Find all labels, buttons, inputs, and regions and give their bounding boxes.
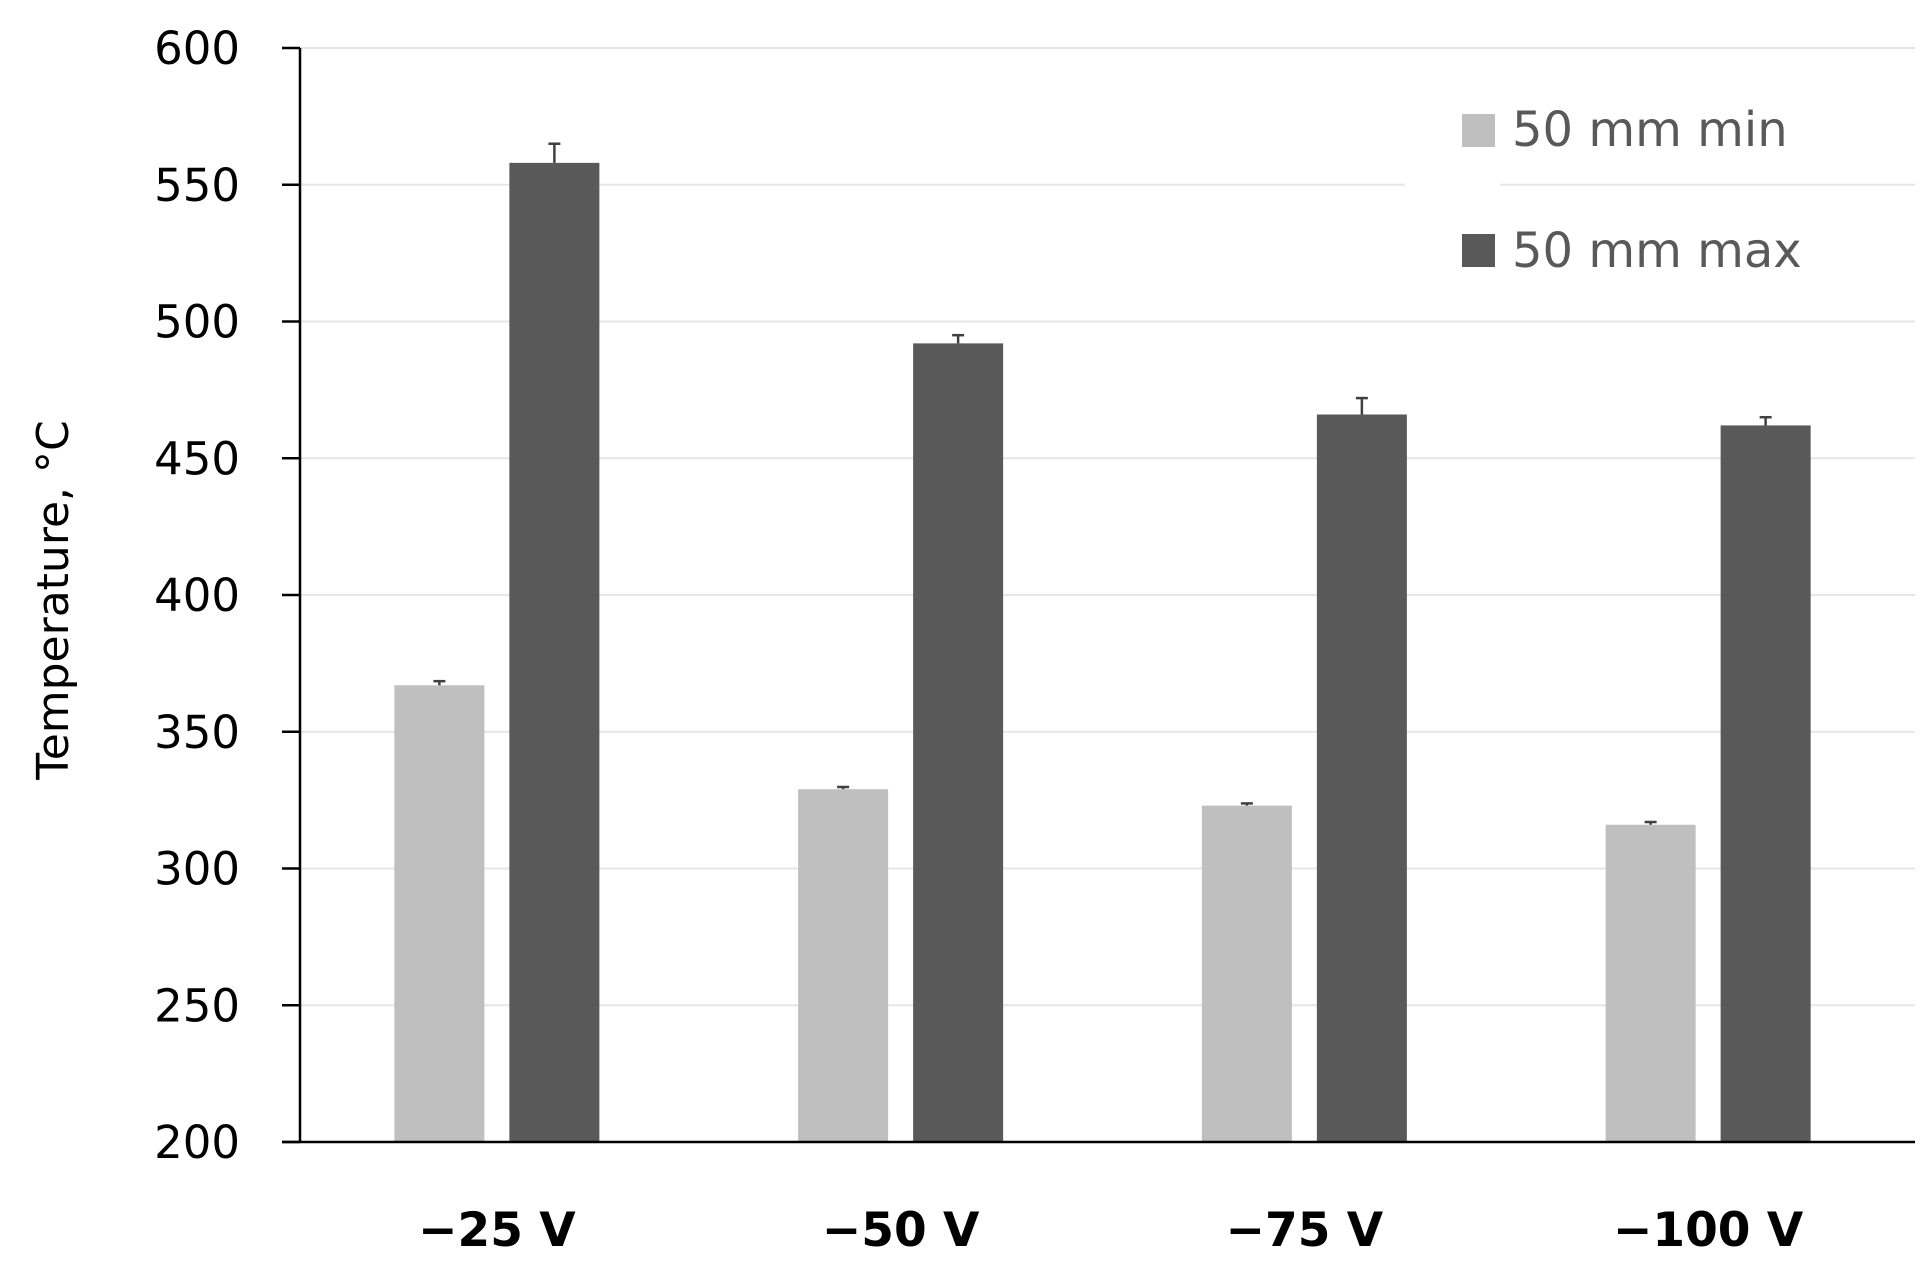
y-tick-label: 550 [154, 159, 240, 212]
x-axis-labels: −25 V −50 V −75 V −100 V [418, 1203, 1804, 1258]
legend-label-max: 50 mm max [1512, 223, 1802, 279]
error-bars [433, 142, 1772, 825]
bar-min-2 [1201, 805, 1292, 1142]
y-tick-label: 350 [154, 706, 240, 759]
y-tick-label: 300 [154, 843, 240, 896]
legend: 50 mm min 50 mm max [1405, 102, 1802, 279]
bar-min-1 [798, 789, 889, 1142]
bar-max-1 [913, 343, 1004, 1142]
y-tick-label: 250 [154, 979, 240, 1032]
x-category-label: −25 V [418, 1203, 576, 1258]
y-axis-ticks: 200 250 300 350 400 450 500 550 600 [154, 22, 300, 1169]
legend-swatch-min [1462, 114, 1495, 147]
axes [282, 48, 1915, 1144]
legend-swatch-max [1462, 234, 1495, 267]
bar-min-0 [394, 685, 485, 1142]
bars [394, 162, 1811, 1142]
bar-min-3 [1605, 824, 1696, 1142]
y-tick-label: 600 [154, 22, 240, 75]
bar-max-2 [1316, 414, 1407, 1142]
bar-max-3 [1720, 425, 1811, 1142]
legend-backdrop [1405, 178, 1500, 203]
bar-max-0 [509, 162, 600, 1142]
x-category-label: −50 V [822, 1203, 980, 1258]
x-category-label: −100 V [1613, 1203, 1804, 1258]
x-category-label: −75 V [1226, 1203, 1384, 1258]
y-tick-label: 450 [154, 432, 240, 485]
y-tick-label: 500 [154, 296, 240, 349]
y-tick-label: 200 [154, 1116, 240, 1169]
y-axis-title: Temperature, °C [28, 420, 79, 780]
y-tick-label: 400 [154, 569, 240, 622]
legend-label-min: 50 mm min [1512, 102, 1788, 158]
